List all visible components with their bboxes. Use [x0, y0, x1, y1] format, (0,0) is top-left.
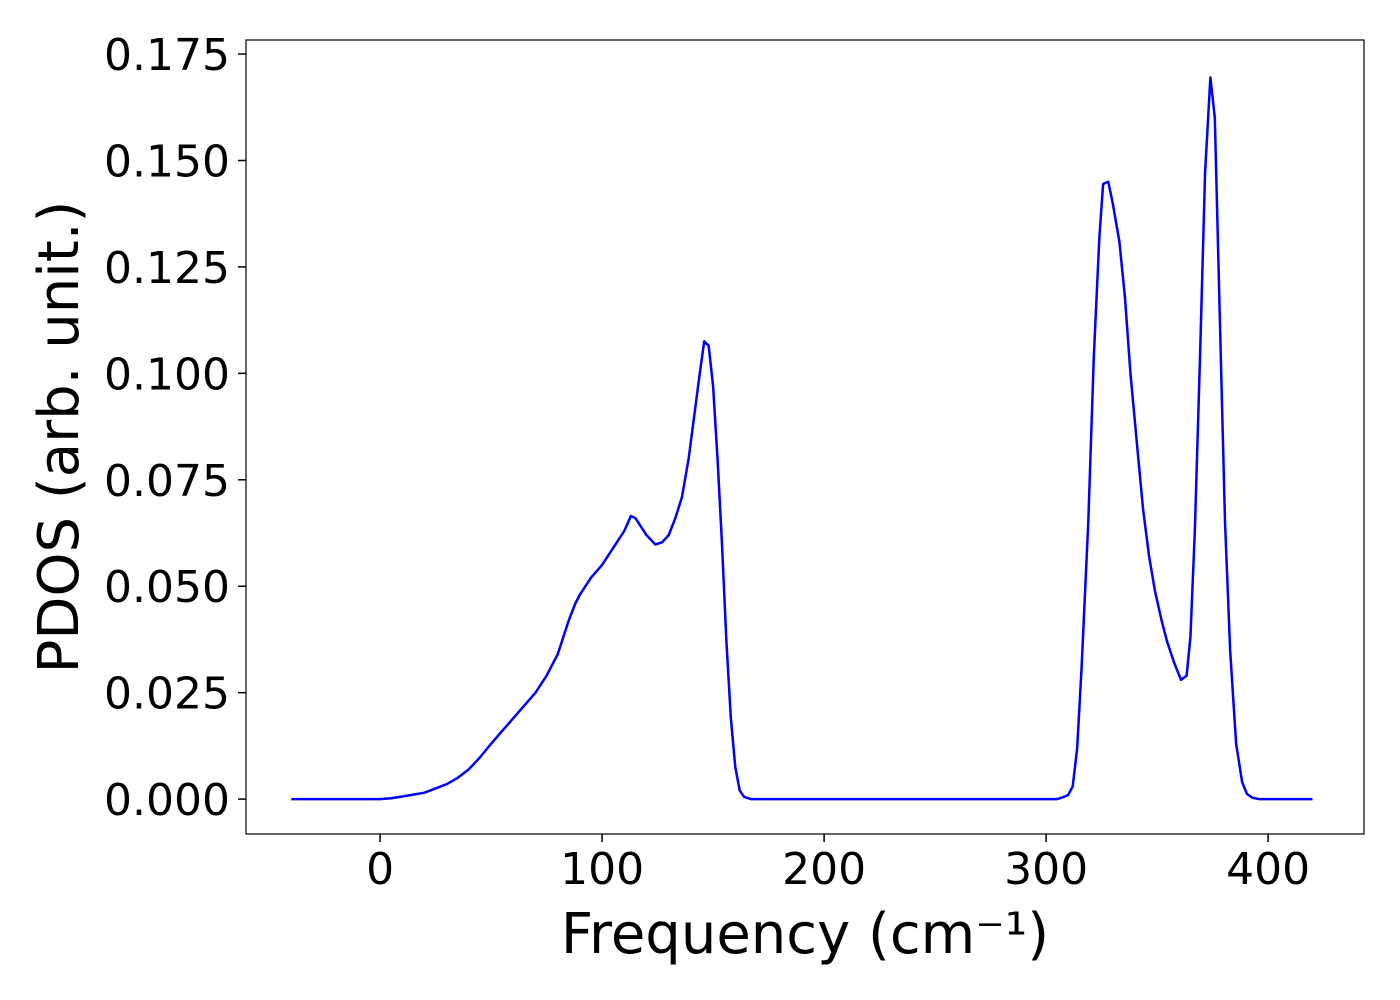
y-tick-label: 0.025 [104, 669, 230, 720]
y-tick-label: 0.075 [104, 456, 230, 507]
x-axis-label: Frequency (cm⁻¹) [561, 902, 1049, 967]
y-tick-label: 0.150 [104, 136, 230, 187]
line [291, 76, 1313, 801]
y-axis-label: PDOS (arb. unit.) [27, 201, 92, 674]
y-tick-label: 0.050 [104, 562, 230, 613]
y-tick-label: 0.175 [104, 30, 230, 81]
x-tick-label: 100 [560, 844, 644, 895]
y-tick-label: 0.125 [104, 243, 230, 294]
plot-frame [245, 39, 1365, 835]
x-tick-label: 200 [782, 844, 866, 895]
x-tick-label: 0 [366, 844, 394, 895]
x-tick-label: 400 [1226, 844, 1310, 895]
y-tick-label: 0.000 [104, 775, 230, 826]
y-tick-label: 0.100 [104, 349, 230, 400]
x-tick-label: 300 [1004, 844, 1088, 895]
